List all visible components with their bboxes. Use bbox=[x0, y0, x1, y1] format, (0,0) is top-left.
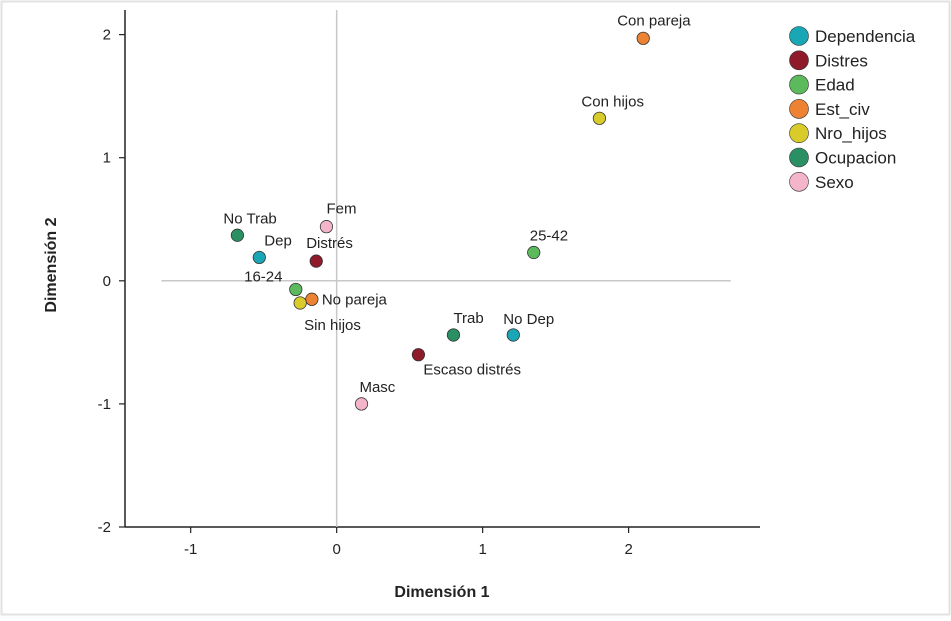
legend-marker-sexo bbox=[789, 172, 809, 192]
point-label-ocupacion: No Trab bbox=[223, 210, 276, 227]
data-points bbox=[230, 31, 650, 411]
point-labels: Dep No Dep Distrés Escaso distrés 16-24 25-42… bbox=[223, 12, 691, 396]
point-label-sexo: Fem bbox=[326, 201, 356, 218]
point-nro-hijos bbox=[293, 296, 307, 310]
point-ocupacion bbox=[446, 328, 461, 342]
point-distres bbox=[411, 348, 426, 362]
point-label-edad: 25-42 bbox=[530, 227, 568, 244]
y-tick-label: 0 bbox=[103, 273, 111, 290]
point-label-ocupacion: Trab bbox=[453, 310, 483, 327]
legend: Dependencia Distres Edad Est_civ Nro_hijos Oc… bbox=[789, 26, 916, 192]
legend-label-ocupacion: Ocupacion bbox=[815, 149, 896, 168]
y-tick-label: -1 bbox=[98, 396, 111, 413]
x-tick-label: 0 bbox=[332, 541, 340, 558]
y-tick-label: 2 bbox=[103, 27, 111, 44]
point-ocupacion bbox=[230, 228, 245, 242]
x-axis-title: Dimensión 1 bbox=[394, 584, 489, 601]
point-label-sexo: Masc bbox=[359, 379, 395, 396]
legend-marker-edad bbox=[789, 74, 809, 95]
point-distres bbox=[309, 254, 323, 268]
point-label-nro-hijos: Con hijos bbox=[581, 93, 644, 110]
point-label-distres: Escaso distrés bbox=[423, 362, 521, 379]
point-dependencia bbox=[506, 328, 520, 342]
legend-label-nro-hijos: Nro_hijos bbox=[815, 124, 887, 143]
point-label-distres: Distrés bbox=[306, 235, 353, 252]
point-label-est-civ: Con pareja bbox=[617, 12, 691, 29]
point-label-dependencia: No Dep bbox=[503, 311, 554, 328]
point-est-civ bbox=[636, 31, 650, 45]
x-tick-label: 1 bbox=[478, 541, 486, 558]
axes: -1 0 1 2 -2 -1 0 1 2 bbox=[98, 10, 760, 558]
legend-label-edad: Edad bbox=[815, 76, 855, 95]
legend-marker-distres bbox=[789, 50, 809, 71]
x-tick-label: -1 bbox=[184, 541, 197, 558]
legend-label-dependencia: Dependencia bbox=[815, 27, 916, 46]
legend-marker-est-civ bbox=[789, 99, 809, 119]
legend-label-distres: Distres bbox=[815, 51, 868, 70]
legend-label-est-civ: Est_civ bbox=[815, 100, 870, 119]
point-edad bbox=[289, 282, 303, 297]
point-sexo bbox=[354, 397, 369, 411]
legend-marker-dependencia bbox=[789, 26, 809, 46]
legend-marker-nro-hijos bbox=[789, 123, 809, 143]
point-sexo bbox=[319, 220, 334, 234]
y-tick-label: -2 bbox=[98, 519, 111, 536]
legend-marker-ocupacion bbox=[789, 147, 809, 168]
point-edad bbox=[527, 245, 541, 260]
y-axis-title: Dimensión 2 bbox=[43, 217, 60, 312]
point-label-nro-hijos: Sin hijos bbox=[304, 317, 361, 334]
point-est-civ bbox=[305, 292, 319, 306]
y-tick-label: 1 bbox=[103, 150, 111, 167]
legend-label-sexo: Sexo bbox=[815, 173, 854, 192]
point-label-est-civ: No pareja bbox=[322, 291, 388, 308]
x-tick-label: 2 bbox=[624, 541, 632, 558]
point-label-dependencia: Dep bbox=[264, 232, 292, 249]
reference-lines bbox=[161, 10, 731, 527]
point-nro-hijos bbox=[592, 111, 607, 125]
point-label-edad: 16-24 bbox=[244, 268, 282, 285]
point-dependencia bbox=[252, 250, 266, 265]
